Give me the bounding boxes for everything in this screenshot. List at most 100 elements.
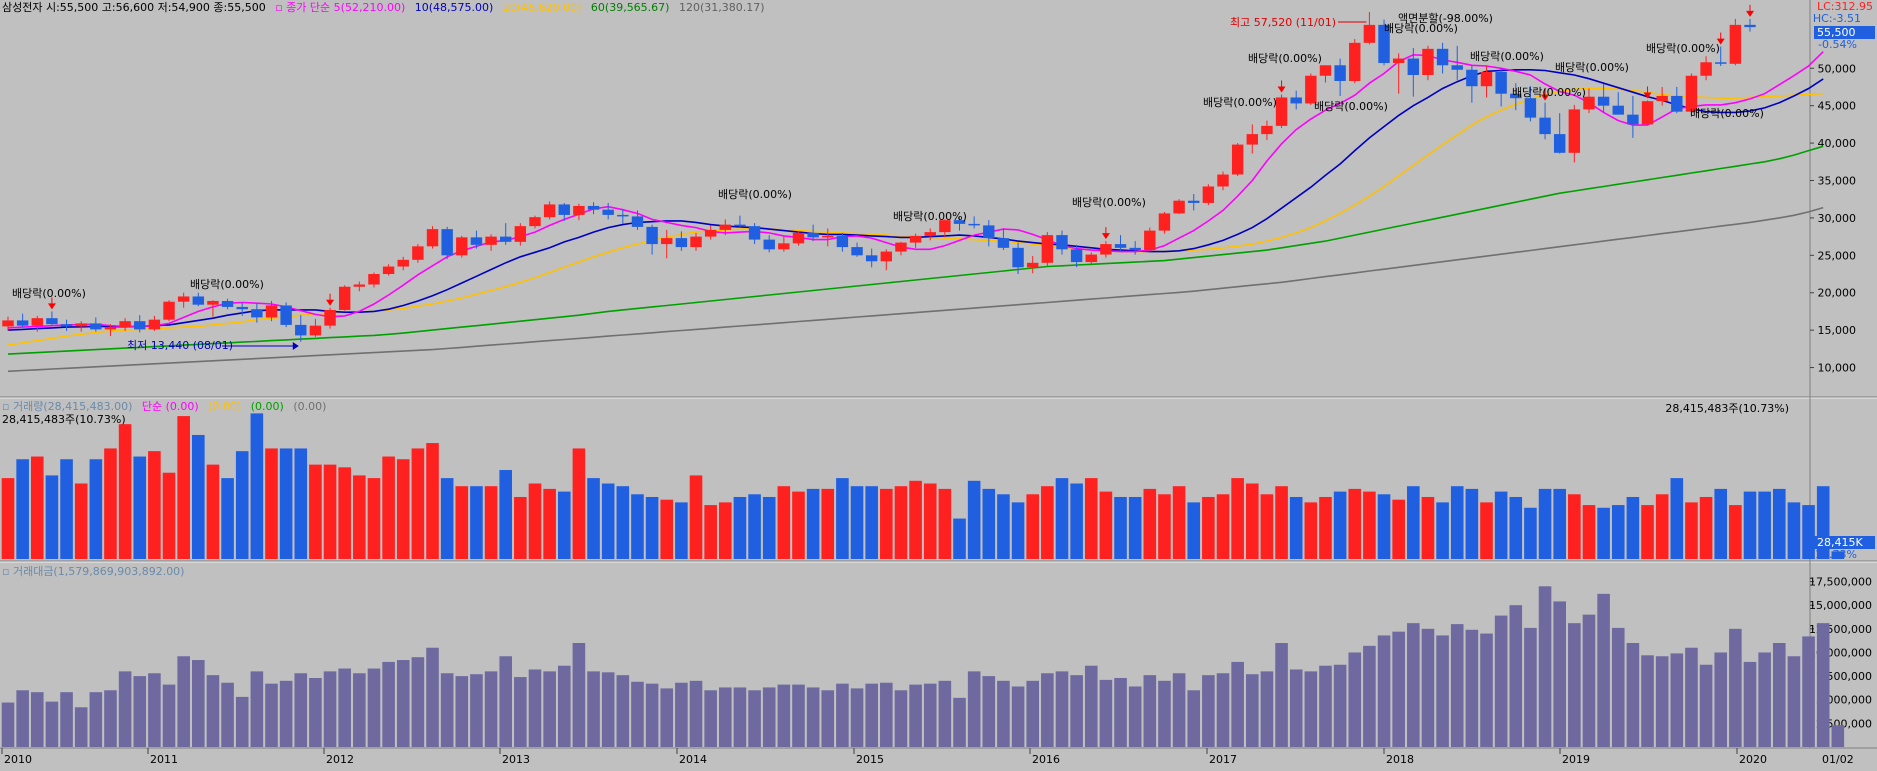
candle-body [836, 235, 849, 248]
candle-body [968, 223, 980, 226]
candle-body [236, 306, 248, 310]
amount-bar [1392, 631, 1405, 747]
candle-body [909, 235, 922, 243]
volume-bar [60, 459, 73, 559]
volume-bar [1670, 478, 1684, 559]
volume-ma3: (0.00) [250, 400, 284, 413]
amount-bar [1377, 635, 1391, 747]
candle-body [295, 324, 307, 336]
time-label: 2013 [502, 753, 530, 766]
volume-bar [16, 459, 29, 559]
candle-body [90, 323, 102, 330]
volume-bar [382, 456, 395, 559]
amount-bar [1626, 643, 1640, 747]
candle-body [470, 237, 483, 245]
candle-body [1671, 95, 1683, 112]
amount-title: 거래대금(1,579,869,903,892.00) [12, 565, 185, 578]
volume-bar [309, 464, 322, 559]
candle-body [924, 232, 936, 236]
amount-bar [1450, 624, 1464, 747]
candle-body [1510, 93, 1522, 99]
candle-body [1392, 58, 1405, 64]
amount-bar [1363, 645, 1376, 747]
amount-bar [382, 661, 395, 747]
candle-body [822, 235, 834, 238]
amount-bar [499, 656, 513, 747]
volume-bar [718, 502, 732, 559]
volume-bar [1714, 488, 1728, 559]
amount-bar [1026, 680, 1040, 747]
candle-body [1114, 244, 1127, 248]
amount-bar [1114, 677, 1127, 747]
candle-body [1319, 65, 1332, 76]
amount-bar [235, 696, 249, 747]
volume-bar [1611, 505, 1625, 559]
candle-body [456, 237, 468, 256]
dividend-arrow-head [1643, 92, 1652, 99]
volume-bar [1099, 491, 1113, 559]
time-label: 2012 [326, 753, 354, 766]
amount-bar [748, 690, 761, 747]
volume-title: ▫ 거래량(28,415,483.00) [2, 400, 133, 413]
volume-bar [265, 448, 278, 559]
amount-bar [89, 692, 103, 747]
volume-bar [177, 416, 190, 559]
dividend-label: 배당락(0.00%) [1690, 107, 1764, 120]
amount-bar [557, 665, 571, 747]
amount-bar [1348, 652, 1362, 747]
amount-bar [1568, 623, 1581, 747]
price-tick-label: 35,000 [1818, 174, 1857, 187]
time-label: 2014 [679, 753, 707, 766]
amount-bar [294, 673, 308, 747]
candle-body [1305, 75, 1317, 104]
candle-body [851, 247, 863, 256]
amount-bar [1524, 627, 1537, 747]
candle-body [1524, 98, 1537, 118]
volume-bar [1626, 496, 1640, 559]
split-label: 액면분할(-98.00%) [1398, 12, 1493, 25]
time-label: 01/02 [1822, 753, 1854, 766]
candle-body [1466, 69, 1478, 87]
amount-bar [148, 673, 161, 747]
dividend-label: 배당락(0.00%) [1646, 42, 1720, 55]
candle-body [573, 205, 585, 215]
price-tick-label: 25,000 [1818, 249, 1857, 262]
amount-bar [1319, 665, 1332, 747]
amount-bar [821, 690, 835, 747]
candle-body [880, 251, 893, 262]
volume-bar [587, 478, 600, 559]
amount-tick-label: 15,000,000 [1809, 599, 1872, 612]
candle-body [280, 305, 292, 325]
amount-bar [689, 680, 703, 747]
volume-bar [89, 459, 103, 559]
candle-body [558, 204, 570, 215]
candle-body [192, 296, 205, 305]
amount-bar [470, 674, 483, 747]
amount-bar [1758, 652, 1771, 747]
amount-bar [1011, 686, 1025, 747]
candle-body [1700, 62, 1712, 76]
volume-bar [675, 502, 688, 559]
volume-bar [74, 483, 88, 559]
amount-bar [953, 697, 966, 747]
volume-bar [1319, 496, 1332, 559]
volume-bar [250, 413, 264, 559]
candle-body [690, 236, 702, 248]
volume-bar [133, 456, 147, 559]
candle-body [1012, 247, 1024, 268]
candle-body [1363, 24, 1376, 43]
dividend-label: 배당락(0.00%) [190, 278, 264, 291]
time-label: 2011 [150, 753, 178, 766]
amount-bar [309, 677, 322, 747]
volume-bar [733, 496, 747, 559]
amount-bar [1099, 679, 1113, 747]
volume-bar [997, 494, 1010, 559]
dividend-label: 배당락(0.00%) [1384, 22, 1458, 35]
volume-bar [1245, 483, 1259, 559]
amount-bar [1494, 615, 1508, 747]
amount-bar [1553, 601, 1566, 747]
candle-body [631, 216, 644, 227]
amount-bar [718, 687, 732, 747]
volume-bar [1568, 494, 1581, 559]
